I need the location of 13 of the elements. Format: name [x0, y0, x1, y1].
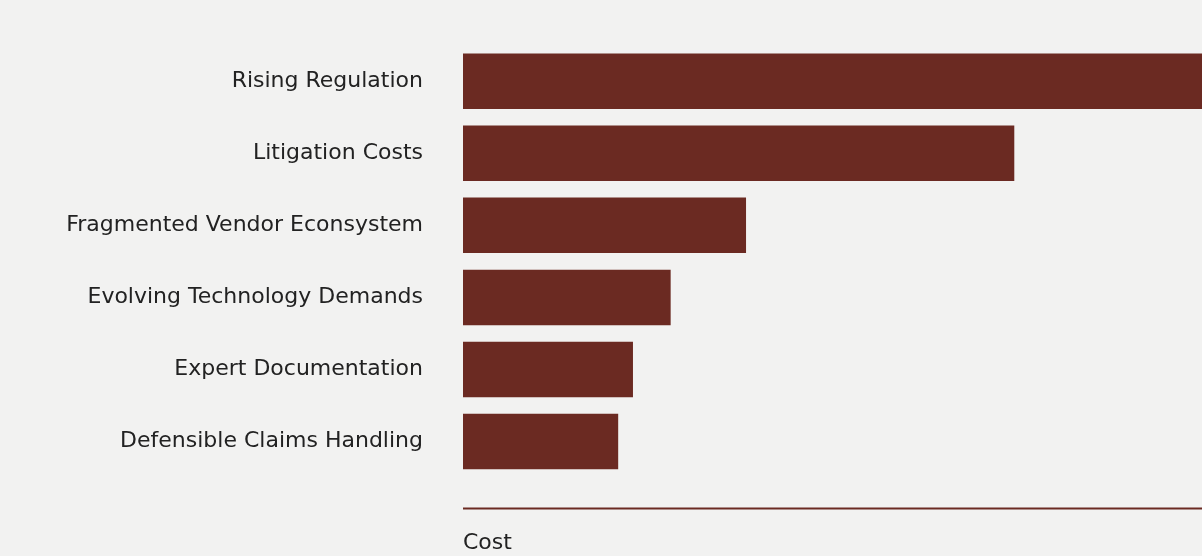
bar: [463, 125, 1015, 182]
y-tick-label: Evolving Technology Demands: [87, 283, 423, 309]
bar: [463, 341, 633, 398]
bar: [463, 197, 747, 254]
y-tick-label: Litigation Costs: [252, 139, 423, 165]
x-axis-title: Cost: [463, 528, 513, 554]
bar: [463, 413, 619, 470]
y-tick-label: Expert Documentation: [174, 355, 423, 381]
bar: [463, 53, 1202, 109]
y-tick-label: Defensible Claims Handling: [120, 427, 423, 453]
bar: [463, 269, 671, 326]
y-tick-label: Fragmented Vendor Econsystem: [66, 211, 423, 237]
y-tick-label: Rising Regulation: [231, 66, 423, 92]
